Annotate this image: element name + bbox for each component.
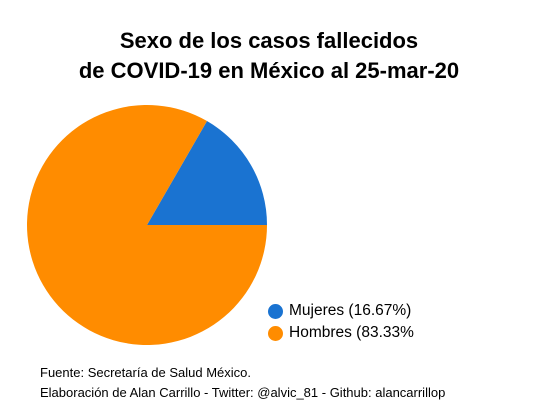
chart-footer: Fuente: Secretaría de Salud México. Elab… (40, 363, 445, 403)
legend: Mujeres (16.67%) Hombres (83.33% (268, 300, 414, 344)
legend-swatch-mujeres (268, 303, 283, 319)
chart-title-line-1: Sexo de los casos fallecidos (119, 28, 419, 53)
chart-title: Sexo de los casos fallecidos de COVID-19… (0, 26, 538, 86)
credit-note: Elaboración de Alan Carrillo - Twitter: … (40, 385, 446, 400)
legend-item-hombres: Hombres (83.33% (268, 322, 414, 344)
legend-swatch-hombres (268, 325, 283, 341)
pie-slice-hombres (27, 104, 267, 345)
legend-label-hombres: Hombres (83.33% (289, 324, 414, 341)
legend-item-mujeres: Mujeres (16.67%) (268, 300, 414, 322)
pie-slice-mujeres (147, 121, 267, 225)
pie-slices (27, 104, 267, 345)
chart-title-line-2: de COVID-19 en México al 25-mar-20 (78, 58, 460, 83)
source-note: Fuente: Secretaría de Salud México. (40, 365, 252, 380)
legend-label-mujeres: Mujeres (16.67%) (289, 302, 412, 319)
